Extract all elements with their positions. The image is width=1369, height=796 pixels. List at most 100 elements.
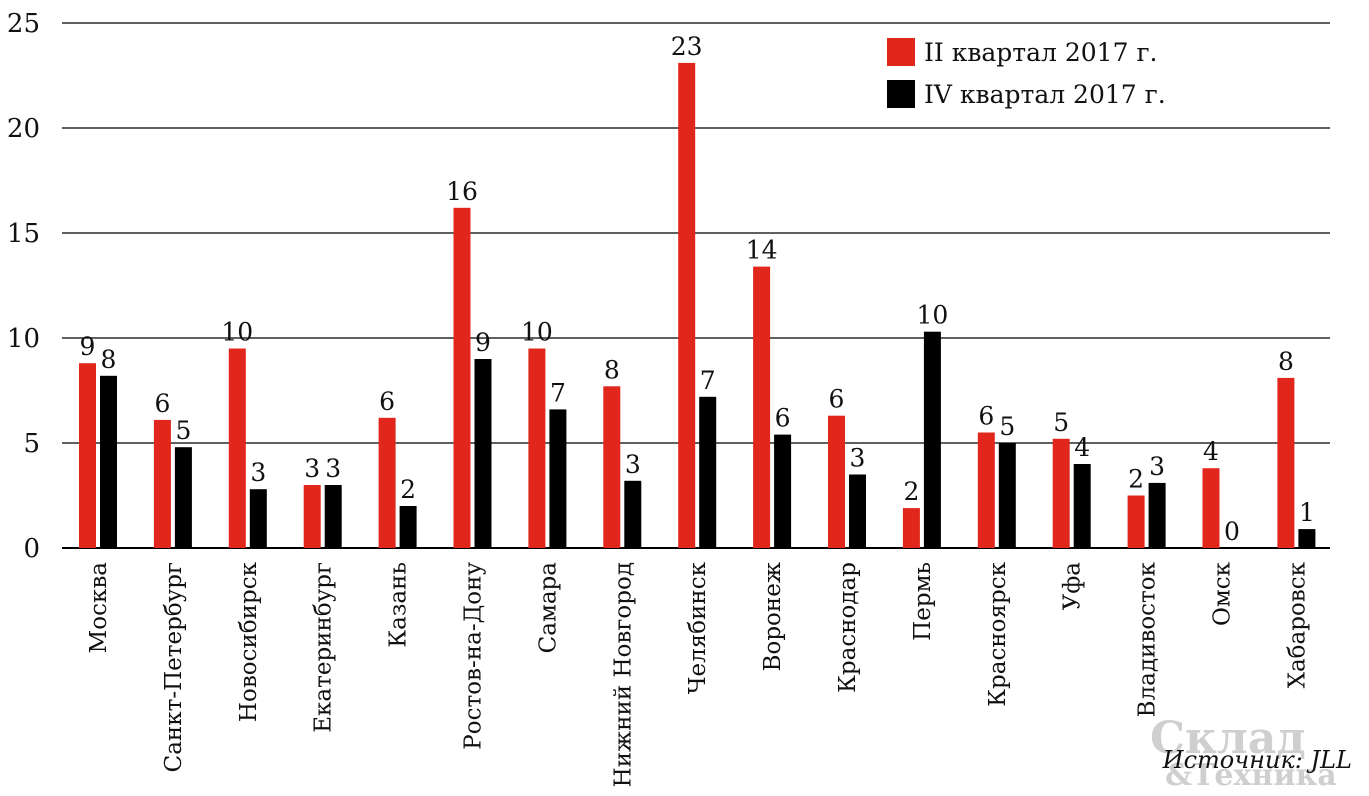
value-label-q2-15: 4 (1203, 437, 1219, 466)
value-label-q4-6: 7 (550, 378, 566, 407)
bar-q4-14 (1148, 482, 1166, 548)
category-label: Омск (1210, 561, 1236, 626)
bar-q2-9 (753, 266, 771, 548)
value-label-q2-14: 2 (1128, 465, 1144, 494)
value-label-q4-9: 6 (775, 404, 791, 433)
bars (79, 62, 1316, 549)
legend-label-q2: II квартал 2017 г. (924, 38, 1157, 67)
value-label-q4-7: 3 (625, 450, 641, 479)
value-label-q4-13: 4 (1074, 433, 1090, 462)
category-label: Красноярск (985, 561, 1011, 706)
category-label: Нижний Новгород (610, 562, 636, 787)
source-note: Источник: JLL (1162, 746, 1352, 774)
value-label-q4-3: 3 (325, 454, 341, 483)
value-label-q2-6: 10 (521, 318, 553, 347)
bar-q4-9 (774, 434, 792, 548)
value-label-q2-13: 5 (1053, 408, 1069, 437)
bar-q2-13 (1052, 438, 1070, 548)
legend-label-q4: IV квартал 2017 г. (924, 80, 1166, 109)
legend: II квартал 2017 г. IV квартал 2017 г. (887, 38, 1166, 109)
value-label-q2-5: 16 (446, 177, 478, 206)
bar-q2-6 (528, 348, 546, 548)
category-label: Казань (386, 562, 412, 648)
value-label-q4-4: 2 (400, 475, 416, 504)
watermark-line1: Склад (1150, 713, 1306, 764)
bar-q2-0 (79, 363, 96, 548)
value-label-q4-15: 0 (1224, 517, 1240, 546)
bar-q4-4 (399, 506, 417, 548)
watermark: Склад &Техника (1150, 713, 1337, 793)
category-label: Ростов-на-Дону (461, 562, 487, 750)
bar-q2-4 (378, 417, 396, 548)
category-label: Воронеж (760, 562, 786, 671)
category-label: Екатеринбург (311, 562, 337, 733)
y-tick-label: 0 (23, 534, 40, 564)
bar-q2-5 (453, 207, 471, 549)
value-label-q2-2: 10 (221, 318, 253, 347)
value-label-q4-14: 3 (1149, 452, 1165, 481)
value-label-q4-12: 5 (999, 412, 1015, 441)
value-label-q4-10: 3 (850, 444, 866, 473)
value-label-q2-3: 3 (304, 454, 320, 483)
category-label: Санкт-Петербург (161, 562, 187, 772)
bar-q2-2 (228, 348, 246, 548)
value-label-q2-10: 6 (829, 385, 845, 414)
category-label: Хабаровск (1284, 561, 1310, 688)
value-label-q2-7: 8 (604, 355, 620, 384)
value-label-q4-16: 1 (1299, 498, 1315, 527)
value-label-q2-9: 14 (746, 236, 778, 265)
value-label-q4-8: 7 (700, 366, 716, 395)
value-label-q2-12: 6 (978, 402, 994, 431)
legend-swatch-q2 (887, 38, 915, 66)
bar-q2-7 (603, 386, 621, 548)
value-label-q4-0: 8 (101, 345, 117, 374)
bar-q4-7 (624, 480, 642, 548)
watermark-line2: &Техника (1165, 758, 1337, 793)
bar-q2-12 (977, 432, 995, 548)
value-label-q2-1: 6 (154, 389, 170, 418)
bar-q4-11 (923, 331, 941, 548)
category-label: Краснодар (835, 562, 861, 693)
category-label: Новосибирск (236, 561, 262, 722)
y-tick-label: 20 (7, 114, 40, 144)
bar-q4-2 (249, 489, 267, 548)
value-label-q4-11: 10 (916, 301, 948, 330)
bar-q2-10 (828, 415, 845, 548)
bar-q4-8 (699, 396, 717, 548)
legend-swatch-q4 (887, 80, 915, 108)
bar-q4-10 (849, 474, 866, 548)
bar-q4-0 (100, 375, 117, 548)
bar-q4-13 (1073, 464, 1091, 548)
value-label-q2-8: 23 (671, 32, 703, 61)
bar-q4-5 (474, 359, 492, 548)
category-label: Самара (535, 562, 561, 654)
category-label: Челябинск (685, 561, 711, 694)
grid-lines (62, 22, 1330, 549)
y-tick-label: 10 (7, 324, 40, 354)
value-label-q4-1: 5 (175, 416, 191, 445)
value-label-q2-0: 9 (80, 332, 96, 361)
value-label-q2-16: 8 (1278, 347, 1294, 376)
bar-q4-3 (324, 485, 342, 548)
value-label-q4-2: 3 (250, 458, 266, 487)
y-tick-label: 5 (23, 429, 40, 459)
bar-q2-16 (1277, 377, 1295, 548)
bar-q4-16 (1298, 529, 1316, 548)
category-label: Пермь (910, 562, 936, 641)
category-label: Владивосток (1135, 561, 1161, 717)
bar-q2-11 (902, 508, 920, 548)
bar-q2-3 (303, 485, 321, 548)
bar-q2-15 (1202, 468, 1220, 548)
y-tick-label: 15 (7, 219, 40, 249)
bar-q2-8 (678, 62, 696, 549)
value-label-q4-5: 9 (475, 328, 491, 357)
x-axis: Москва Санкт-Петербург Новосибирск Екатерин… (86, 561, 1310, 787)
y-tick-label: 25 (7, 9, 40, 39)
bar-q2-1 (153, 419, 171, 548)
bar-q2-14 (1127, 495, 1145, 548)
bar-q4-1 (174, 447, 192, 548)
category-label: Уфа (1060, 562, 1086, 611)
bar-q4-12 (998, 443, 1016, 548)
